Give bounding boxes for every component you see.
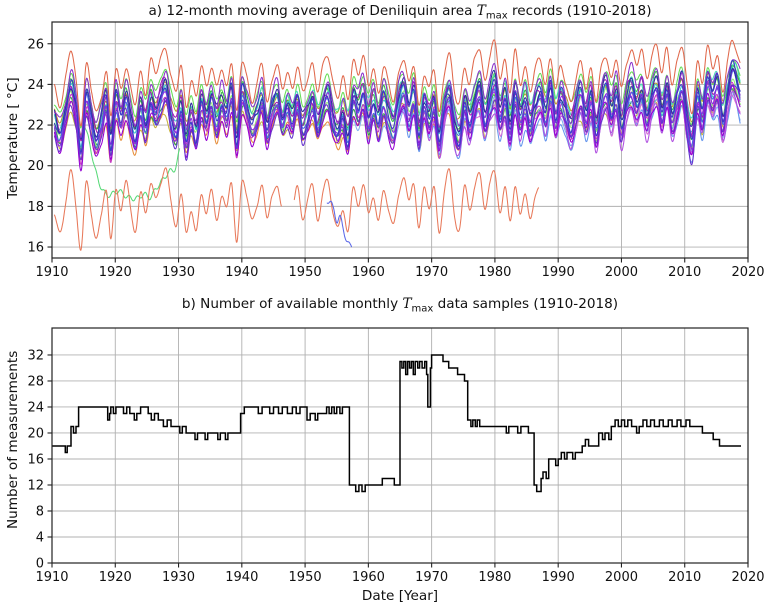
x-tick-label: 1930 [162,570,195,585]
x-tick-label: 1950 [289,570,322,585]
x-tick-label: 1970 [415,570,448,585]
y-tick-label: 16 [27,241,44,256]
y-tick-label: 24 [27,78,44,93]
chart-b-title-var: T [402,296,412,312]
y-tick-label: 20 [27,426,44,441]
chart-a: 1910 1920 1930 1940 1950 1960 1970 1980 1990 2000… [27,21,765,280]
chart-a-title-sub: max [485,10,508,22]
plot-box [51,327,749,564]
x-tick-label: 1960 [352,265,385,280]
station-green-low-record-line [83,122,181,202]
x-tick-label: 1970 [415,265,448,280]
y-tick-label: 4 [36,530,44,545]
x-tick-label: 1910 [35,570,68,585]
plot-box [51,21,749,259]
chart-b: 1910 1920 1930 1940 1950 1960 1970 1980 1990 2000… [27,327,765,585]
x-tick-label: 2020 [731,265,764,280]
y-tick-label: 18 [27,200,44,215]
chart-a-title-pre: a) 12-month moving average of Deniliquin… [148,3,477,19]
x-tick-label: 2000 [605,265,638,280]
x-tick-label: 2010 [668,265,701,280]
x-tick-label: 1910 [35,265,68,280]
x-tick-label: 2000 [605,570,638,585]
chart-a-title-post: records (1910-2018) [507,3,652,19]
sample-count-step-line [52,354,741,493]
x-tick-label: 1960 [352,570,385,585]
station-salmon-low-record-line [53,167,540,251]
axis-ticks [47,354,749,568]
y-tick-label: 32 [27,348,44,363]
station-purple-line [53,59,741,139]
x-tick-label: 2010 [668,570,701,585]
station-blue-short-record-line [326,200,353,248]
y-tick-label: 28 [27,374,44,389]
x-tick-label: 1940 [225,570,258,585]
x-tick-label: 1920 [99,570,132,585]
station-salmon-high-line [53,39,741,127]
x-tick-label: 2020 [731,570,764,585]
x-tick-label: 1990 [542,265,575,280]
y-tick-label: 0 [36,557,44,572]
chart-b-title-pre: b) Number of available monthly [181,296,403,312]
y-tick-label: 20 [27,159,44,174]
x-tick-label: 1950 [289,265,322,280]
chart-b-title: b) Number of available monthly Tmax data… [52,296,748,318]
x-tick-label: 1980 [478,265,511,280]
y-tick-label: 16 [27,452,44,467]
y-tick-label: 8 [36,504,44,519]
x-tick-label: 1920 [99,265,132,280]
y-tick-label: 12 [27,478,44,493]
y-tick-label: 24 [27,400,44,415]
chart-a-title-var: T [476,3,486,19]
x-tick-label: 1940 [225,265,258,280]
y-tick-label: 26 [27,37,44,52]
temperature-series [53,39,741,251]
y-tick-label: 22 [27,119,44,134]
axis-ticks [47,43,749,263]
x-tick-label: 1990 [542,570,575,585]
station-darkblue-line [53,59,741,153]
chart-b-title-sub: max [411,303,434,315]
x-tick-label: 1980 [478,570,511,585]
chart-b-title-post: data samples (1910-2018) [433,296,619,312]
chart-a-title: a) 12-month moving average of Deniliquin… [52,3,748,25]
chart-b-xlabel: Date [Year] [361,588,439,604]
x-tick-label: 1930 [162,265,195,280]
